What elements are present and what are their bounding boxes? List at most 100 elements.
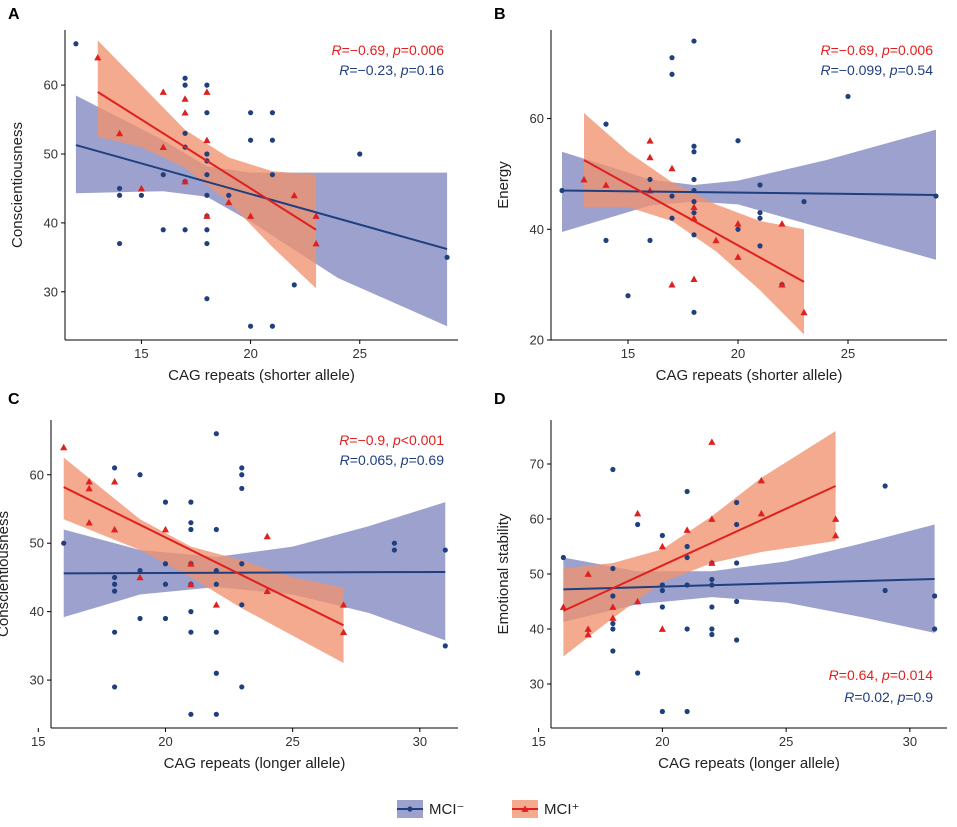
stat-p-symbol: p [392,42,401,58]
y-tick-label: 50 [30,536,44,551]
data-point-mci-neg [691,176,697,183]
data-point-mci-neg [213,431,219,437]
stat-r-value: =−0.69, [831,42,882,58]
data-point-mci-neg [111,684,118,690]
data-point-mci-neg [691,232,697,238]
stat-r-value: =0.02, [854,689,897,705]
data-point-mci-neg [691,38,697,44]
data-point-mci-pos [580,175,588,183]
legend-label-mci-pos: MCI⁺ [544,801,579,818]
stat-p-symbol: p [392,432,401,448]
x-tick-label: 20 [158,734,172,749]
data-point-mci-pos [559,603,567,610]
y-tick-label: 40 [30,604,44,619]
data-point-mci-pos [757,476,765,484]
data-point-mci-neg [247,137,254,143]
stat-r-symbol: R [339,432,349,448]
data-point-mci-pos [246,212,255,219]
stat-p-symbol: p [400,452,409,468]
data-point-mci-neg [684,543,690,550]
y-tick-label: 30 [44,284,58,299]
data-point-mci-neg [138,192,145,198]
stat-r-symbol: R [844,689,854,705]
legend-label-mci-neg: MCI⁻ [429,801,464,818]
data-point-mci-neg [213,629,219,635]
stat-p-value: =0.006 [890,42,933,58]
stat-r-symbol: R [331,42,341,58]
data-point-mci-neg [204,296,210,302]
data-point-mci-neg [188,609,194,615]
data-point-mci-pos [708,559,716,566]
data-point-mci-neg [635,670,641,676]
data-point-mci-pos [85,519,93,526]
data-point-mci-pos [290,191,298,199]
data-point-mci-neg [137,472,143,478]
confidence-band-mci-pos [63,457,344,663]
data-point-mci-neg [239,684,245,690]
stat-annotation-mci-pos: R=−0.9, p<0.001 [339,432,444,448]
data-point-mci-pos [584,625,592,632]
data-point-mci-neg [188,629,194,635]
data-point-mci-neg [709,576,715,583]
data-point-mci-neg [162,615,169,622]
data-point-mci-neg [269,323,276,329]
data-point-mci-neg [239,485,245,492]
data-point-mci-neg [204,151,210,157]
data-point-mci-neg [625,293,631,299]
data-point-mci-neg [247,110,254,116]
data-point-mci-pos [136,573,144,581]
stat-annotation-mci-pos: R=0.64, p=0.014 [829,667,934,683]
data-point-mci-pos [690,203,698,211]
stat-r-symbol: R [340,452,350,468]
data-point-mci-neg [73,41,79,47]
data-point-mci-neg [610,626,616,632]
data-point-mci-pos [658,542,666,550]
x-axis-title: CAG repeats (longer allele) [658,755,840,772]
y-tick-label: 30 [530,677,544,692]
legend-key-mci-neg-point [407,806,413,812]
data-point-mci-neg [182,82,188,88]
data-point-mci-neg [357,151,363,157]
data-point-mci-pos [110,525,119,533]
regression-line-mci-pos [63,486,344,627]
data-point-mci-neg [444,254,450,260]
stat-p-value: =0.006 [401,42,444,58]
data-point-mci-neg [213,581,219,587]
data-point-mci-neg [669,215,675,221]
data-point-mci-neg [188,499,194,505]
data-point-mci-pos [646,153,654,161]
x-tick-label: 15 [621,346,635,361]
data-point-mci-pos [634,509,642,517]
data-point-mci-neg [882,483,888,489]
panel-D: D 15 20 25 30 30 40 50 60 70 CAG repeats (longer a… [494,391,947,772]
stat-p-value: =0.014 [890,667,933,683]
data-point-mci-pos [778,281,786,288]
data-point-mci-pos [203,88,211,95]
data-point-mci-neg [734,560,740,566]
stat-r-symbol: R [829,667,839,683]
confidence-band-mci-neg [563,524,935,633]
data-point-mci-neg [684,708,690,715]
legend-key-mci-pos-point [521,805,529,812]
data-point-mci-neg [137,615,143,622]
data-point-mci-pos [181,177,189,185]
data-point-mci-pos [85,484,93,492]
data-point-mci-neg [709,604,715,610]
data-point-mci-pos [757,509,765,517]
y-tick-label: 30 [30,673,44,688]
data-point-mci-neg [116,185,123,192]
data-point-mci-pos [646,137,654,144]
x-tick-label: 15 [531,734,545,749]
data-point-mci-neg [735,226,741,232]
data-point-mci-neg [204,240,210,247]
data-point-mci-pos [658,625,666,632]
data-point-mci-neg [204,227,210,233]
x-tick-label: 25 [353,346,367,361]
data-point-mci-pos [668,281,676,288]
data-point-mci-neg [669,55,675,61]
stat-r-symbol: R [820,42,830,58]
data-point-mci-neg [391,547,398,553]
data-point-mci-neg [659,604,665,610]
stat-annotation-mci-neg: R=0.065, p=0.69 [340,452,445,468]
data-point-mci-pos [339,601,348,608]
